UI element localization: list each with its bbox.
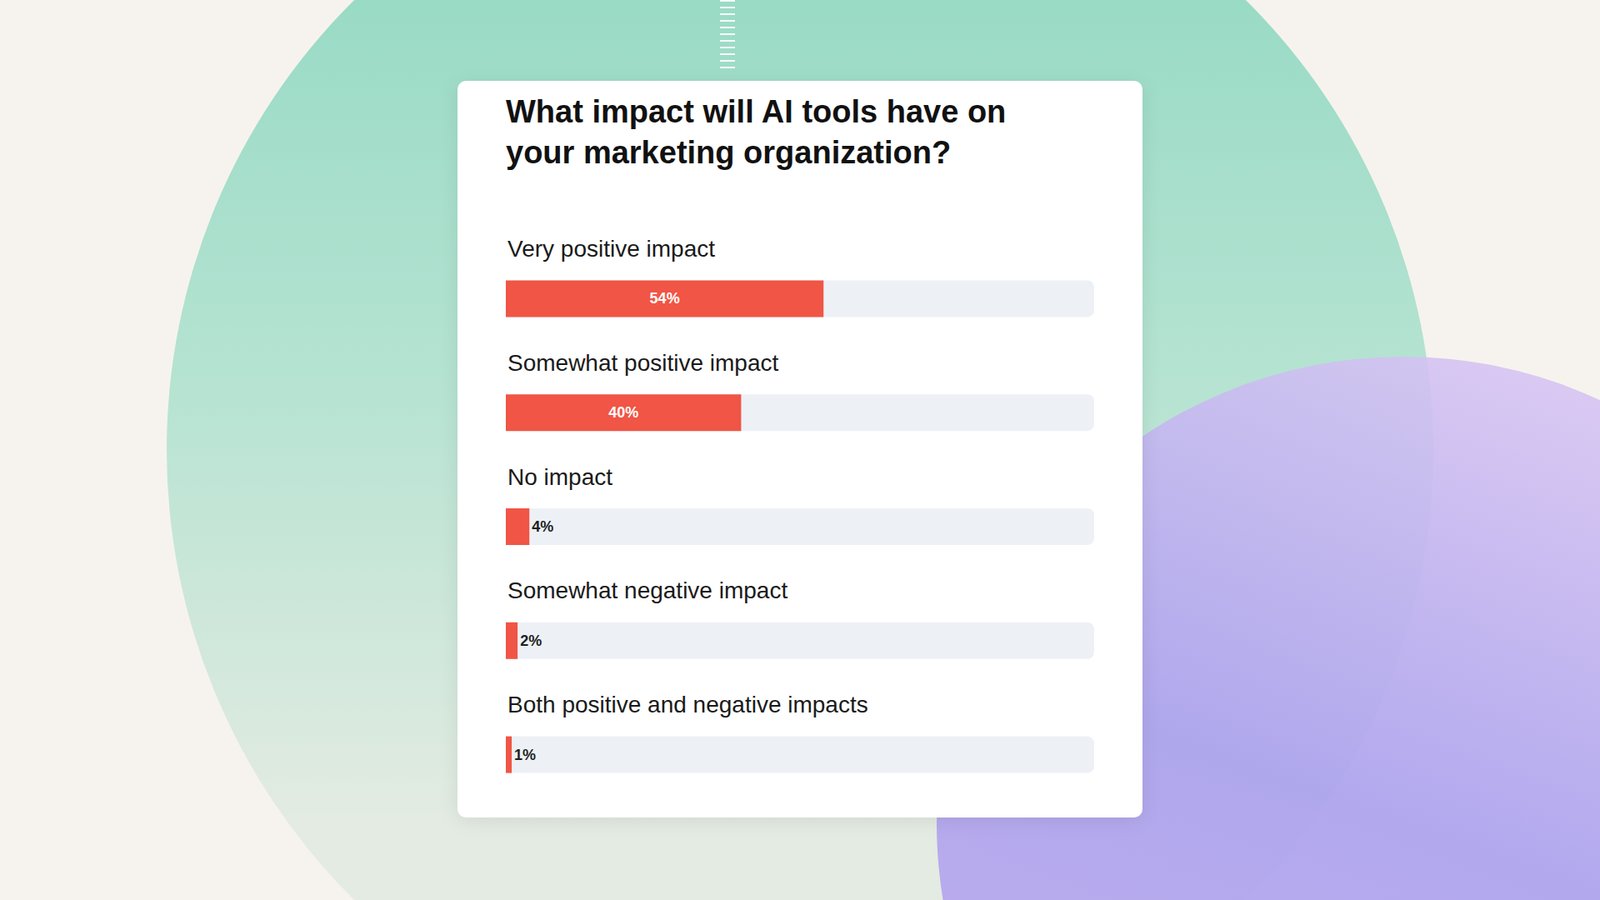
svg-text:40%: 40% — [608, 404, 639, 421]
svg-text:54%: 54% — [650, 290, 680, 307]
svg-text:1%: 1% — [514, 746, 536, 764]
svg-text:4%: 4% — [531, 518, 554, 535]
svg-text:No impact: No impact — [507, 464, 613, 490]
svg-text:Somewhat positive impact: Somewhat positive impact — [507, 350, 779, 376]
svg-text:What impact will AI tools have: What impact will AI tools have onyour ma… — [505, 94, 1006, 170]
svg-text:2%: 2% — [520, 632, 542, 650]
svg-text:Both positive and negative imp: Both positive and negative impacts — [507, 691, 869, 718]
svg-text:Somewhat negative impact: Somewhat negative impact — [507, 577, 788, 604]
svg-text:Very positive impact: Very positive impact — [507, 235, 715, 262]
